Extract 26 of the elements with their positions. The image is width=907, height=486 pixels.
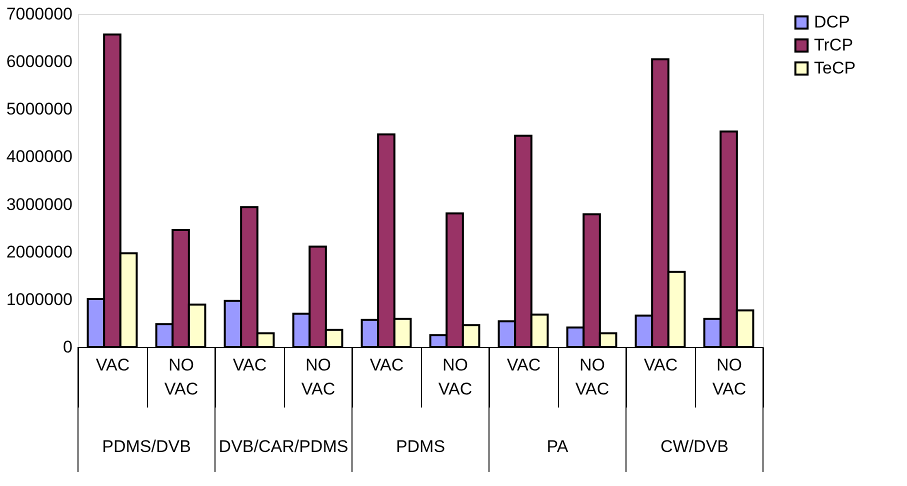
y-tick-label: 3000000: [6, 194, 72, 214]
text: DVB/CAR/PDMS: [218, 437, 348, 456]
x-tick-label: NO VAC: [438, 356, 472, 398]
x-tick-label: VAC: [370, 356, 404, 374]
y-tick-label: 7000000: [6, 4, 72, 24]
x-tick-label: VAC: [96, 356, 130, 374]
x-tick-label: NO VAC: [301, 356, 336, 398]
x-tick-label: VAC: [644, 356, 678, 374]
y-tick-label: 1000000: [6, 290, 72, 309]
x-tick-label: NO VAC: [575, 356, 610, 398]
legend-label: DCP: [814, 12, 850, 32]
x-tick-label: NO VAC: [164, 356, 198, 398]
text: PDMS/DVB: [102, 437, 191, 456]
text: PA: [546, 437, 569, 456]
y-tick-label: 2000000: [6, 242, 72, 262]
y-tick-label: 6000000: [6, 52, 72, 72]
y-tick-label: 5000000: [6, 100, 72, 119]
x-tick-label: NO VAC: [712, 356, 746, 398]
y-tick-label: 4000000: [6, 147, 72, 166]
text: CW/DVB: [660, 437, 728, 456]
legend-label: TrCP: [814, 36, 854, 54]
legend-label: TeCP: [814, 58, 856, 78]
x-tick-label: VAC: [506, 356, 541, 374]
y-tick-label: 0: [63, 338, 72, 356]
text: PDMS: [396, 437, 446, 456]
x-tick-label: VAC: [232, 356, 267, 374]
